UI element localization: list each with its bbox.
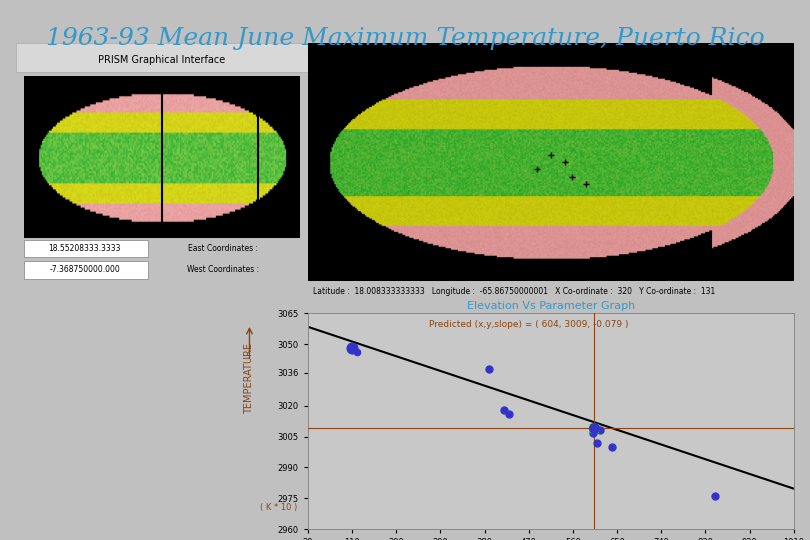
Point xyxy=(497,406,510,414)
Bar xyxy=(162,86,258,227)
Text: Predicted (x,y,slope) = ( 604, 3009, -0.079 ): Predicted (x,y,slope) = ( 604, 3009, -0.… xyxy=(429,320,629,329)
Point xyxy=(351,348,364,356)
Text: -7.368750000.000: -7.368750000.000 xyxy=(49,266,120,274)
Point xyxy=(591,438,604,447)
Text: PRISM Graphical Interface: PRISM Graphical Interface xyxy=(98,55,226,65)
Text: TEMPERATURE: TEMPERATURE xyxy=(245,342,254,414)
Text: 18.55208333.3333: 18.55208333.3333 xyxy=(49,244,122,253)
Point xyxy=(483,364,496,373)
Text: 1963-93 Mean June Maximum Temperature, Puerto Rico: 1963-93 Mean June Maximum Temperature, P… xyxy=(45,27,765,50)
Bar xyxy=(24,261,148,279)
Bar xyxy=(24,240,148,257)
Point xyxy=(586,428,599,437)
Text: Latitude :  18.008333333333   Longitude :  -65.86750000001   X Co-ordinate :  32: Latitude : 18.008333333333 Longitude : -… xyxy=(313,287,715,296)
Point xyxy=(709,492,722,501)
Title: Elevation Vs Parameter Graph: Elevation Vs Parameter Graph xyxy=(467,301,635,311)
Point xyxy=(502,410,515,418)
Point xyxy=(594,426,607,435)
Point xyxy=(346,344,359,353)
Bar xyxy=(16,43,308,72)
Text: West Coordinates :: West Coordinates : xyxy=(186,266,258,274)
Text: ( K * 10 ): ( K * 10 ) xyxy=(260,503,297,512)
Point xyxy=(606,443,619,451)
Text: East Coordinates :: East Coordinates : xyxy=(188,244,258,253)
